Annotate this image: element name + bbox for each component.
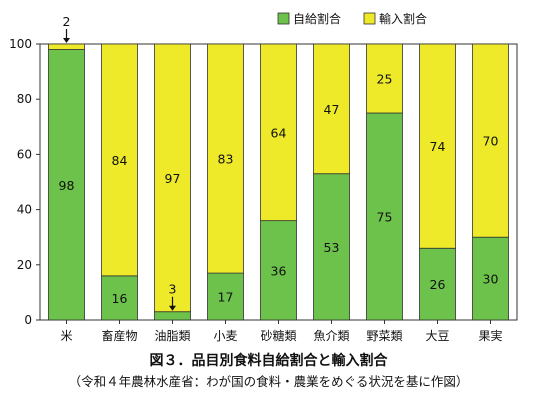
data-label: 83 xyxy=(218,152,234,167)
y-tick-label: 60 xyxy=(17,147,32,161)
y-tick-label: 80 xyxy=(17,92,32,106)
bar-self-sufficiency xyxy=(472,236,509,321)
bar-import xyxy=(260,43,297,222)
data-label: 30 xyxy=(483,272,499,287)
data-label: 36 xyxy=(271,263,287,278)
bar-import xyxy=(101,43,138,277)
legend-swatch xyxy=(363,12,376,25)
bar-import xyxy=(313,43,350,175)
data-label: 75 xyxy=(377,210,393,225)
data-label: 47 xyxy=(324,102,340,117)
bar-self-sufficiency xyxy=(154,311,191,321)
annotation-label: 2 xyxy=(63,14,71,29)
bar-self-sufficiency xyxy=(366,112,403,321)
x-tick-label: 米 xyxy=(60,329,72,343)
x-tick-label: 畜産物 xyxy=(101,328,137,343)
data-label: 17 xyxy=(218,290,234,305)
y-tick-label: 40 xyxy=(17,203,32,217)
data-label: 74 xyxy=(430,139,446,154)
x-tick-label: 小麦 xyxy=(213,329,237,343)
data-label: 26 xyxy=(430,277,446,292)
data-label: 97 xyxy=(165,171,181,186)
y-tick-label: 0 xyxy=(24,313,32,327)
bar-self-sufficiency xyxy=(207,272,244,321)
x-tick-label: 油脂類 xyxy=(154,328,190,343)
bar-self-sufficiency xyxy=(313,173,350,321)
data-label: 70 xyxy=(483,134,499,149)
figure-source-note: （令和４年農林水産省：わが国の食料・農業をめぐる状況を基に作図） xyxy=(68,374,469,389)
bar-import xyxy=(48,43,85,50)
x-tick-label: 野菜類 xyxy=(366,329,402,343)
x-tick-label: 砂糖類 xyxy=(260,328,296,343)
bar-import xyxy=(419,43,456,249)
bar-import xyxy=(366,43,403,114)
data-label: 84 xyxy=(112,153,128,168)
x-tick-label: 魚介類 xyxy=(313,329,349,343)
bar-self-sufficiency xyxy=(260,220,297,321)
data-label: 53 xyxy=(324,240,340,255)
x-tick-label: 大豆 xyxy=(425,329,449,343)
legend-label: 輸入割合 xyxy=(379,11,427,26)
stacked-bar-chart: 0 20 40 60 80 100 98 米 16 84 畜産物 97 油脂類 17 83 小麦 36 64 砂糖類… xyxy=(9,11,518,343)
figure-title: 図３．品目別食料自給割合と輸入割合 xyxy=(149,353,388,369)
data-label: 64 xyxy=(271,125,287,140)
data-label: 98 xyxy=(59,178,75,193)
bar-import xyxy=(472,43,509,238)
y-tick-label: 20 xyxy=(17,258,32,272)
annotation-arrow-head xyxy=(63,38,70,43)
legend-label: 自給割合 xyxy=(293,11,341,26)
annotation-label: 3 xyxy=(169,282,177,297)
bar-import xyxy=(154,43,191,313)
legend-swatch xyxy=(277,12,290,25)
data-label: 25 xyxy=(377,72,393,87)
annotation-arrow-head xyxy=(169,305,176,311)
bar-import xyxy=(207,43,244,274)
y-tick-label: 100 xyxy=(9,37,32,51)
x-tick-label: 果実 xyxy=(478,328,502,343)
data-label: 16 xyxy=(112,291,128,306)
